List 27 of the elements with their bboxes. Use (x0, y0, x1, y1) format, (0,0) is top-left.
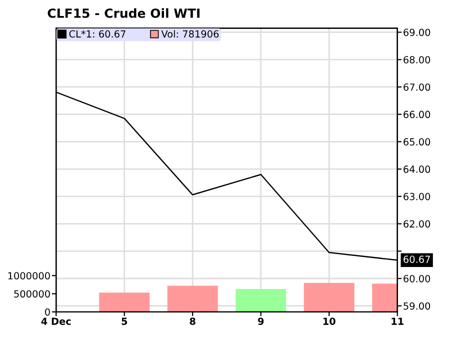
bar (167, 286, 218, 312)
y-tick-label: 67.00 (404, 83, 430, 91)
legend-label: Vol: 781906 (161, 30, 219, 38)
y2-tick-label: 500000 (14, 290, 50, 298)
legend-label: CL*1: 60.67 (69, 30, 126, 38)
y2-tick-label: 0 (45, 308, 50, 316)
bar (236, 289, 286, 312)
x-tick-label: 5 (122, 318, 128, 325)
y-tick-label: 62.00 (404, 220, 430, 228)
y-tick-label: 59.00 (404, 302, 430, 310)
annotation: 60.67 (404, 256, 430, 263)
y-tick-label: 68.00 (404, 56, 430, 64)
x-tick-label: 10 (323, 318, 336, 325)
y-tick-label: 69.00 (404, 28, 430, 36)
y-tick-label: 66.00 (404, 110, 430, 118)
x-tick-label: 8 (190, 318, 196, 325)
bar (99, 292, 150, 312)
x-tick-label: 9 (258, 318, 264, 325)
bar (304, 282, 354, 312)
y-tick-label: 64.00 (404, 166, 430, 173)
x-tick-label: 11 (392, 318, 404, 325)
chart-title: CLF15 - Crude Oil WTI (48, 8, 200, 18)
x-tick-label: 4 Dec (41, 318, 71, 325)
y2-tick-label: 1000000 (8, 272, 50, 280)
y-tick-label: 60.00 (404, 274, 430, 282)
y-tick-label: 65.00 (404, 138, 430, 146)
y-tick-label: 63.00 (404, 192, 430, 200)
